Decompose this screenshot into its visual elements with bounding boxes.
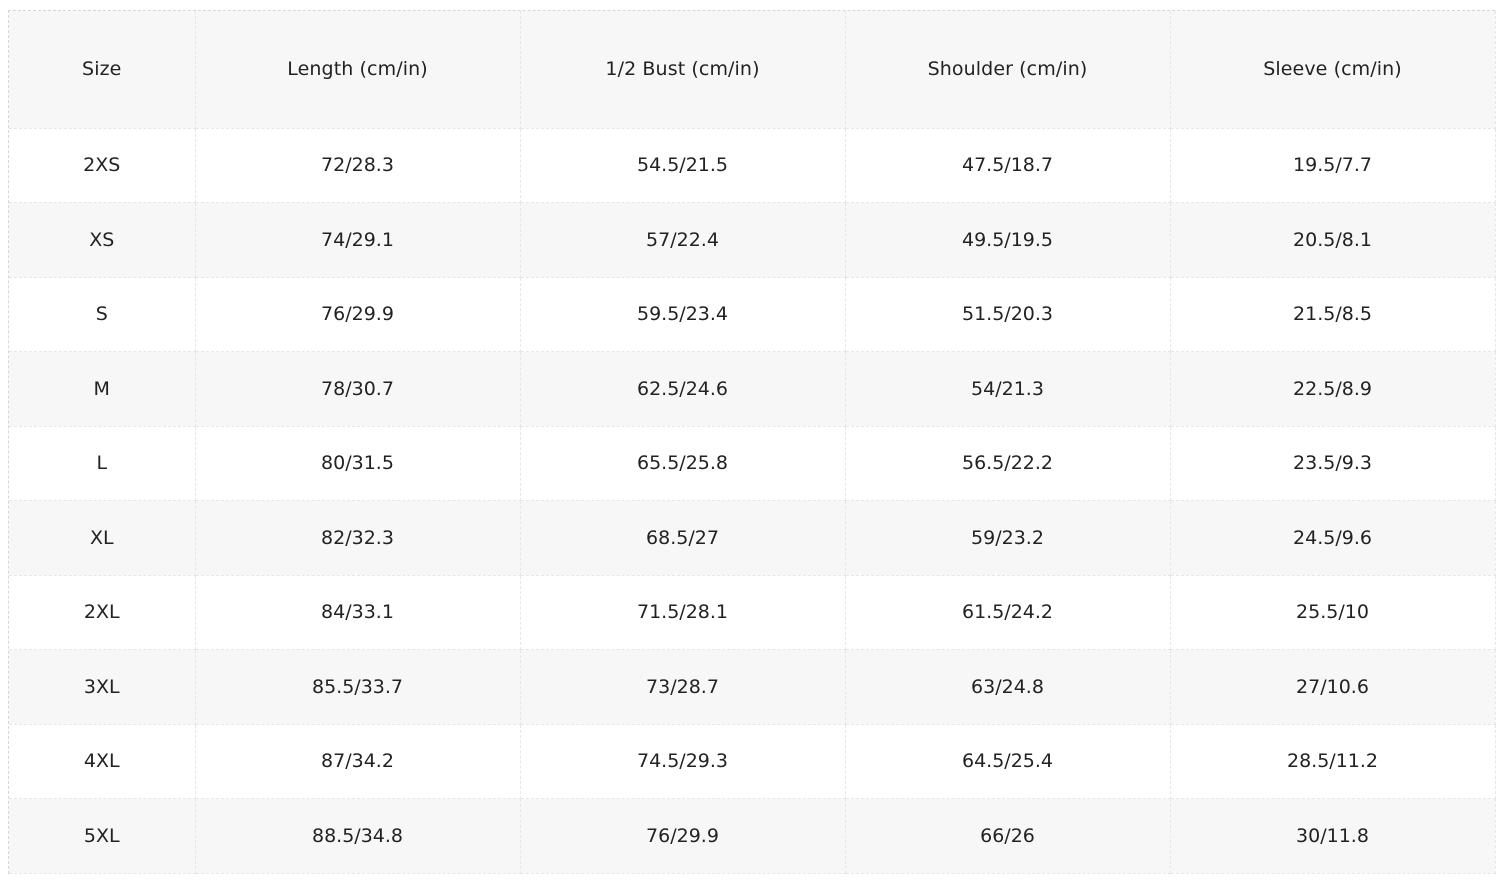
cell-sleeve: 23.5/9.3 [1170,426,1496,501]
table-row: M 78/30.7 62.5/24.6 54/21.3 22.5/8.9 [9,351,1496,427]
table-header: Size Length (cm/in) 1/2 Bust (cm/in) Sho… [9,11,1496,129]
cell-length: 85.5/33.7 [195,649,521,725]
table-row: L 80/31.5 65.5/25.8 56.5/22.2 23.5/9.3 [9,426,1496,501]
cell-sleeve: 22.5/8.9 [1170,351,1496,427]
cell-size: L [9,426,196,501]
cell-size: 2XS [9,128,196,203]
header-shoulder: Shoulder (cm/in) [845,11,1171,129]
cell-half-bust: 59.5/23.4 [520,277,846,352]
header-length: Length (cm/in) [195,11,521,129]
header-row: Size Length (cm/in) 1/2 Bust (cm/in) Sho… [9,11,1496,129]
table-row: 3XL 85.5/33.7 73/28.7 63/24.8 27/10.6 [9,649,1496,725]
cell-half-bust: 73/28.7 [520,649,846,725]
cell-length: 82/32.3 [195,500,521,576]
cell-size: M [9,351,196,427]
cell-size: S [9,277,196,352]
cell-shoulder: 56.5/22.2 [845,426,1171,501]
table-row: S 76/29.9 59.5/23.4 51.5/20.3 21.5/8.5 [9,277,1496,352]
size-chart-table-container: Size Length (cm/in) 1/2 Bust (cm/in) Sho… [8,10,1496,874]
cell-half-bust: 57/22.4 [520,202,846,278]
cell-half-bust: 68.5/27 [520,500,846,576]
cell-shoulder: 64.5/25.4 [845,724,1171,799]
cell-half-bust: 74.5/29.3 [520,724,846,799]
table-body: 2XS 72/28.3 54.5/21.5 47.5/18.7 19.5/7.7… [9,128,1496,874]
cell-sleeve: 19.5/7.7 [1170,128,1496,203]
cell-shoulder: 59/23.2 [845,500,1171,576]
cell-size: 2XL [9,575,196,650]
cell-sleeve: 20.5/8.1 [1170,202,1496,278]
cell-shoulder: 61.5/24.2 [845,575,1171,650]
cell-length: 72/28.3 [195,128,521,203]
cell-sleeve: 27/10.6 [1170,649,1496,725]
table-row: 4XL 87/34.2 74.5/29.3 64.5/25.4 28.5/11.… [9,724,1496,799]
cell-half-bust: 54.5/21.5 [520,128,846,203]
cell-half-bust: 76/29.9 [520,798,846,874]
cell-size: 5XL [9,798,196,874]
cell-half-bust: 71.5/28.1 [520,575,846,650]
table-row: 2XS 72/28.3 54.5/21.5 47.5/18.7 19.5/7.7 [9,128,1496,203]
cell-size: 4XL [9,724,196,799]
cell-shoulder: 47.5/18.7 [845,128,1171,203]
cell-sleeve: 24.5/9.6 [1170,500,1496,576]
header-sleeve: Sleeve (cm/in) [1170,11,1496,129]
cell-size: XS [9,202,196,278]
cell-half-bust: 62.5/24.6 [520,351,846,427]
header-half-bust: 1/2 Bust (cm/in) [520,11,846,129]
table-row: 2XL 84/33.1 71.5/28.1 61.5/24.2 25.5/10 [9,575,1496,650]
cell-size: 3XL [9,649,196,725]
cell-shoulder: 51.5/20.3 [845,277,1171,352]
cell-length: 76/29.9 [195,277,521,352]
cell-sleeve: 28.5/11.2 [1170,724,1496,799]
cell-length: 88.5/34.8 [195,798,521,874]
table-row: 5XL 88.5/34.8 76/29.9 66/26 30/11.8 [9,798,1496,874]
cell-sleeve: 21.5/8.5 [1170,277,1496,352]
cell-length: 87/34.2 [195,724,521,799]
cell-length: 80/31.5 [195,426,521,501]
cell-size: XL [9,500,196,576]
table-row: XS 74/29.1 57/22.4 49.5/19.5 20.5/8.1 [9,202,1496,278]
cell-shoulder: 66/26 [845,798,1171,874]
cell-sleeve: 30/11.8 [1170,798,1496,874]
cell-shoulder: 49.5/19.5 [845,202,1171,278]
table-row: XL 82/32.3 68.5/27 59/23.2 24.5/9.6 [9,500,1496,576]
cell-shoulder: 63/24.8 [845,649,1171,725]
header-size: Size [9,11,196,129]
size-chart-table: Size Length (cm/in) 1/2 Bust (cm/in) Sho… [9,11,1496,874]
cell-length: 78/30.7 [195,351,521,427]
cell-shoulder: 54/21.3 [845,351,1171,427]
cell-length: 84/33.1 [195,575,521,650]
cell-half-bust: 65.5/25.8 [520,426,846,501]
cell-length: 74/29.1 [195,202,521,278]
cell-sleeve: 25.5/10 [1170,575,1496,650]
